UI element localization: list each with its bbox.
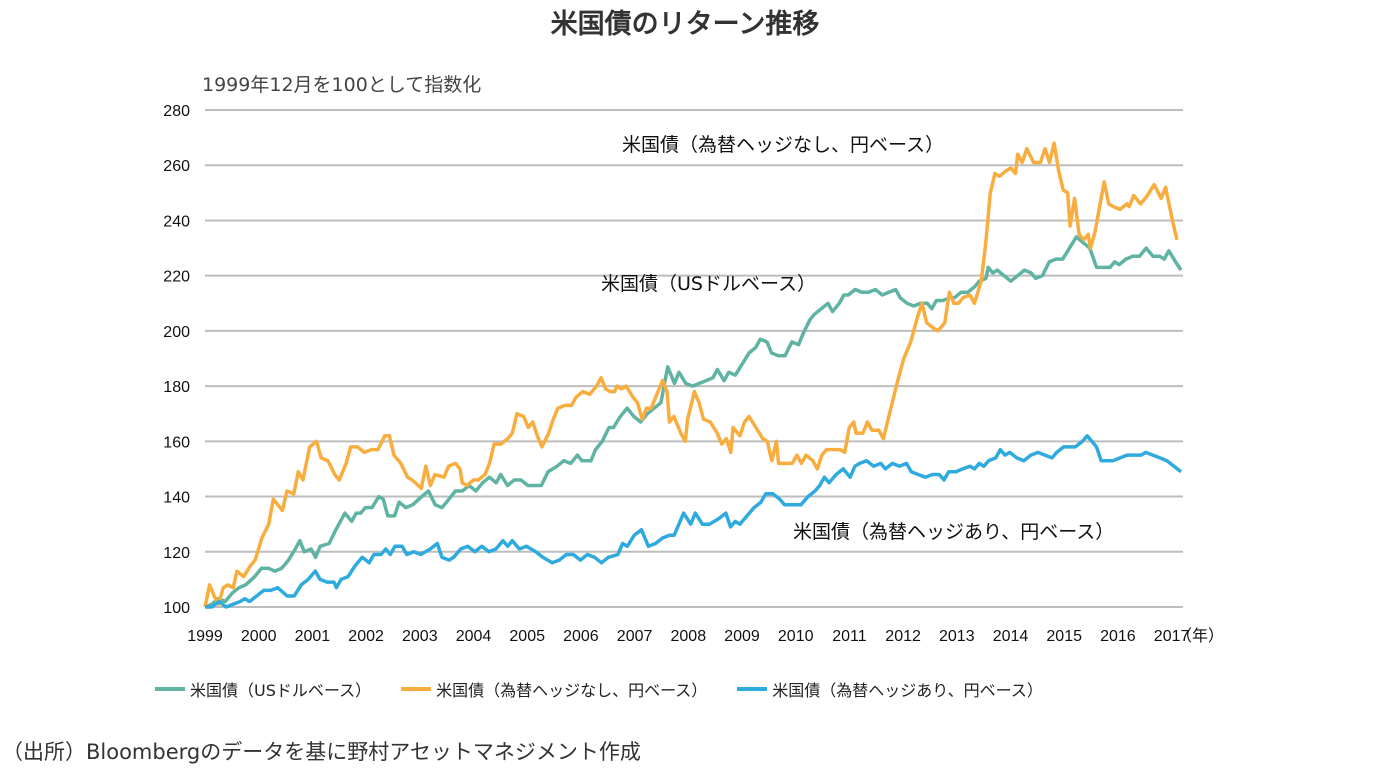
x-tick-label: 2010 (778, 628, 814, 645)
y-tick-label: 240 (163, 213, 190, 230)
x-tick-label: 2014 (993, 628, 1029, 645)
y-tick-label: 100 (163, 600, 190, 617)
x-tick-label: 2012 (885, 628, 921, 645)
legend-label-jpy-hedged: 米国債（為替ヘッジあり、円ベース） (772, 681, 1043, 700)
x-tick-label: 2008 (671, 628, 707, 645)
line-chart: 100 120 140 160 180 200 220 240 260 280 1999 2000 2… (163, 103, 1224, 645)
legend: 米国債（USドルベース） 米国債（為替ヘッジなし、円ベース） 米国債（為替ヘッジ… (155, 677, 1073, 701)
x-tick-label: 2015 (1046, 628, 1082, 645)
legend-swatch-jpy-hedged (737, 687, 768, 691)
annotation-usd: 米国債（USドルベース） (601, 273, 816, 295)
y-tick-label: 120 (163, 545, 190, 562)
legend-item-jpy-unhedged: 米国債（為替ヘッジなし、円ベース） (401, 677, 707, 701)
y-tick-label: 140 (163, 490, 190, 507)
x-tick-label: 2002 (348, 628, 384, 645)
y-axis-ticks: 100 120 140 160 180 200 220 240 260 280 (163, 103, 190, 617)
legend-label-usd: 米国債（USドルベース） (190, 681, 372, 700)
series-line-jpy-unhedged (203, 141, 1179, 608)
x-axis-unit-label: （年） (1176, 627, 1224, 645)
gridlines (205, 109, 1183, 608)
x-tick-label: 2009 (724, 628, 760, 645)
y-tick-label: 260 (163, 158, 190, 175)
legend-swatch-usd (155, 687, 185, 691)
legend-item-jpy-hedged: 米国債（為替ヘッジあり、円ベース） (737, 677, 1043, 701)
y-tick-label: 200 (163, 324, 190, 341)
y-tick-label: 160 (163, 434, 190, 451)
annotation-jpy-hedged: 米国債（為替ヘッジあり、円ベース） (793, 521, 1114, 543)
x-tick-label: 2011 (832, 628, 867, 645)
legend-label-jpy-unhedged: 米国債（為替ヘッジなし、円ベース） (436, 681, 708, 700)
x-tick-label: 1999 (187, 628, 223, 645)
x-tick-label: 2004 (456, 628, 492, 645)
y-tick-label: 220 (163, 269, 190, 286)
y-tick-label: 180 (163, 379, 190, 396)
legend-item-usd: 米国債（USドルベース） (155, 677, 371, 701)
x-tick-label: 2006 (563, 628, 599, 645)
annotation-jpy-unhedged: 米国債（為替ヘッジなし、円ベース） (622, 134, 944, 156)
source-note: （出所）Bloombergのデータを基に野村アセットマネジメント作成 (2, 740, 641, 764)
x-tick-label: 2003 (402, 628, 438, 645)
series-lines (203, 141, 1183, 609)
x-tick-label: 2017 (1154, 628, 1190, 645)
x-tick-label: 2000 (241, 628, 277, 645)
y-tick-label: 280 (163, 103, 190, 120)
legend-swatch-jpy-unhedged (401, 687, 432, 691)
units-label: 1999年12月を100として指数化 (202, 74, 482, 96)
x-tick-label: 2005 (509, 628, 545, 645)
x-tick-label: 2007 (617, 628, 653, 645)
series-line-usd (204, 235, 1183, 609)
x-tick-label: 2001 (295, 628, 331, 645)
series-line-jpy-hedged (205, 434, 1183, 609)
chart-title: 米国債のリターン推移 (550, 9, 820, 40)
x-tick-label: 2013 (939, 628, 975, 645)
x-tick-label: 2016 (1100, 628, 1136, 645)
x-axis-ticks: 1999 2000 2001 2002 2003 2004 2005 2006 2007 2008… (187, 628, 1189, 645)
